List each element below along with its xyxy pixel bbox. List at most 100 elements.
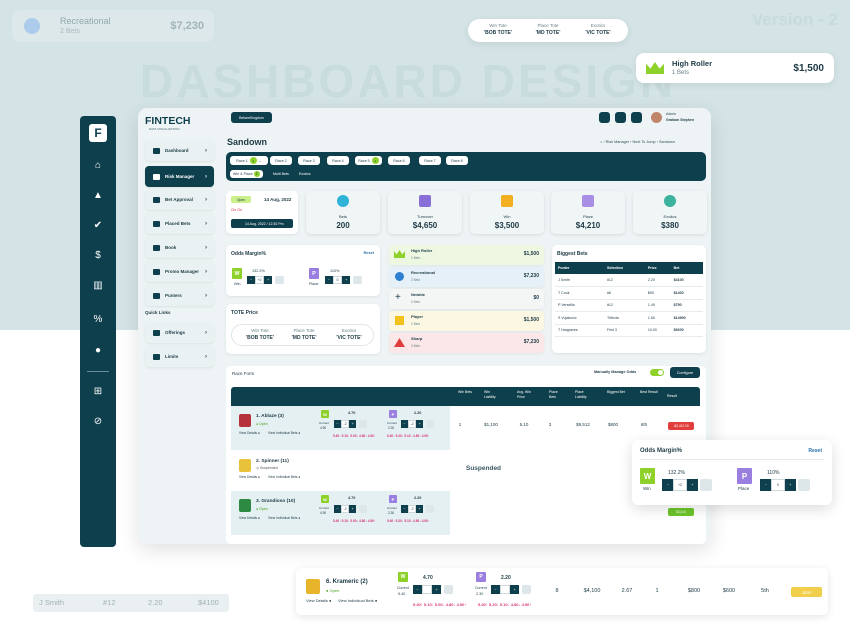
race-datetime-button[interactable]: 14 Aug, 2022 / 12:30 Pm bbox=[231, 219, 293, 228]
place-price-history: 5.40↑ 5.20↓ 5.10↓ 4.80↓ 4.90↑ bbox=[387, 434, 430, 438]
gift-icon[interactable]: ⊞ bbox=[93, 385, 103, 397]
refresh-icon[interactable] bbox=[700, 479, 712, 491]
refresh-icon[interactable] bbox=[798, 479, 810, 491]
tab-race-2[interactable]: Race 2 bbox=[270, 156, 292, 165]
logo-f-icon[interactable]: F bbox=[89, 124, 107, 142]
risk-icon bbox=[153, 173, 160, 180]
nav-risk-manager[interactable]: Risk Manager › bbox=[145, 166, 214, 187]
reset-link[interactable]: Reset bbox=[808, 448, 822, 454]
win-stepper[interactable]: − +2 + bbox=[662, 479, 698, 491]
refresh-icon[interactable] bbox=[426, 420, 434, 428]
table-row[interactable]: J Smith #12 2.20 $4100 bbox=[555, 274, 703, 287]
manual-odds-toggle[interactable] bbox=[650, 369, 664, 376]
breadcrumb-item[interactable]: Next To Jump bbox=[632, 140, 656, 144]
nav-book[interactable]: Book › bbox=[145, 237, 214, 258]
tab-multi-bets[interactable]: Multi Bets bbox=[273, 172, 289, 176]
dollar-icon[interactable]: $ bbox=[95, 249, 101, 261]
avatar[interactable] bbox=[651, 112, 662, 123]
place-stepper[interactable]: − -2 + bbox=[401, 420, 424, 428]
runner-row[interactable]: 3. Grandioso (10) ● Open View Details ● … bbox=[231, 491, 700, 535]
document-icon[interactable] bbox=[631, 112, 642, 123]
win-stepper[interactable]: − +2 + bbox=[247, 276, 273, 284]
bettor-recreational[interactable]: Recreational 2 Bets $7,230 bbox=[389, 267, 544, 287]
table-row[interactable]: P Versellis #12 1.40 $750 bbox=[555, 299, 703, 312]
win-stepper[interactable]: − -2 + bbox=[334, 505, 357, 513]
tab-race-7[interactable]: Race 7 bbox=[419, 156, 441, 165]
location-button[interactable]: BetseeKingdom bbox=[231, 112, 272, 123]
bettor-high-roller[interactable]: High Roller 1 Bets $1,500 bbox=[389, 245, 544, 265]
place-stepper[interactable]: −0 + bbox=[760, 479, 796, 491]
warning-icon[interactable]: ▲ bbox=[93, 189, 103, 201]
table-row[interactable]: S Vujakovic Trifecta 1.60 $14900 bbox=[555, 311, 703, 325]
refresh-icon[interactable] bbox=[444, 585, 453, 594]
runner-name: 3. Grandioso (10) bbox=[256, 499, 296, 504]
tab-race-8[interactable]: Race 8 bbox=[446, 156, 468, 165]
nav-promo-manager[interactable]: Promo Manager › bbox=[145, 261, 214, 282]
gear-icon[interactable] bbox=[615, 112, 626, 123]
configure-button[interactable]: Configure bbox=[670, 367, 700, 378]
nav-dashboard[interactable]: Dashboard › bbox=[145, 140, 214, 161]
user-info[interactable]: Admin Graham Stephen bbox=[666, 112, 694, 122]
view-bets-link[interactable]: View Individual Bets ● bbox=[268, 516, 301, 520]
view-details-link[interactable]: View Details ● bbox=[239, 475, 261, 479]
result-badge: -$2,412.00 bbox=[668, 422, 694, 430]
home-icon[interactable]: ⌂ bbox=[94, 159, 102, 171]
view-bets-link[interactable]: View Individual Bets ● bbox=[268, 431, 301, 435]
refresh-icon[interactable] bbox=[275, 276, 284, 284]
nav-offerings[interactable]: Offerings › bbox=[145, 322, 214, 343]
nav-limits[interactable]: Limits › bbox=[145, 346, 214, 367]
table-row[interactable]: T Cook #6 $90 $1400 bbox=[555, 286, 703, 300]
bell-icon[interactable] bbox=[599, 112, 610, 123]
manual-odds-label: Manually Manage Odds bbox=[594, 370, 637, 374]
table-row[interactable]: T Hargraves First 3 10.00 $9200 bbox=[555, 324, 703, 337]
tab-exotics[interactable]: Exotics bbox=[299, 172, 311, 176]
tab-race-1[interactable]: Race 1 2 ⌄ bbox=[230, 156, 268, 165]
runner-status: ◷ Suspended bbox=[256, 466, 278, 470]
refresh-icon[interactable] bbox=[353, 276, 362, 284]
place-stepper[interactable]: −0 + bbox=[325, 276, 351, 284]
bettor-player[interactable]: Player 1 Bets $1,500 bbox=[389, 311, 544, 331]
refresh-icon[interactable] bbox=[359, 505, 367, 513]
view-details-link[interactable]: View Details ● bbox=[239, 516, 261, 520]
nav-placed-bets[interactable]: Placed Bets › bbox=[145, 213, 214, 234]
runner-row[interactable]: 2. Spinner (11) ◷ Suspended View Details… bbox=[231, 451, 700, 495]
place-stepper[interactable]: − -2 + bbox=[401, 505, 424, 513]
percent-icon[interactable]: % bbox=[93, 313, 103, 325]
view-details-link[interactable]: View Details ● bbox=[239, 431, 261, 435]
user-icon[interactable]: ● bbox=[94, 344, 102, 356]
reset-link[interactable]: Reset bbox=[363, 251, 374, 255]
view-bets-link[interactable]: View Individual Bets ● bbox=[338, 598, 378, 603]
bettor-value: $1,500 bbox=[523, 251, 539, 257]
stat-value: $380 bbox=[661, 221, 679, 230]
tab-race-3[interactable]: Race 3 bbox=[298, 156, 320, 165]
floating-high-roller-card: High Roller 1 Bets $1,500 bbox=[636, 53, 834, 83]
tab-race-6[interactable]: Race 6 bbox=[388, 156, 410, 165]
place-stepper[interactable]: − + bbox=[491, 585, 520, 594]
block-icon[interactable]: ⊘ bbox=[93, 415, 103, 427]
bettor-newbie[interactable]: + Newbie 0 Bets $0 bbox=[389, 289, 544, 309]
refresh-icon[interactable] bbox=[522, 585, 531, 594]
offerings-icon bbox=[153, 329, 160, 336]
win-stepper[interactable]: − + bbox=[413, 585, 442, 594]
win-stepper[interactable]: − -2 + bbox=[334, 420, 357, 428]
check-icon[interactable]: ✔ bbox=[93, 219, 103, 231]
circle-icon bbox=[24, 18, 40, 34]
runner-row[interactable]: 1. Ablaze (3) ● Open View Details ● View… bbox=[231, 406, 700, 450]
floating-runner-row[interactable]: 6. Krameric (2) ● Open View Details ● Vi… bbox=[296, 568, 828, 615]
refresh-icon[interactable] bbox=[426, 505, 434, 513]
current-value: 2.30 bbox=[388, 511, 395, 515]
tab-race-4[interactable]: Race 4 bbox=[327, 156, 349, 165]
nav-bet-approval[interactable]: Bet Approval › bbox=[145, 189, 214, 210]
view-details-link[interactable]: View Details ● bbox=[306, 598, 332, 603]
trophy-icon bbox=[501, 195, 513, 207]
tab-win-place[interactable]: Win & Place 2 bbox=[230, 170, 263, 178]
stat-label: Win bbox=[503, 214, 511, 219]
breadcrumb-item[interactable]: Sandown bbox=[659, 140, 675, 144]
bettor-sharp[interactable]: Sharp 2 Bets $7,230 bbox=[389, 333, 544, 353]
nav-punters[interactable]: Punters › bbox=[145, 285, 214, 306]
breadcrumb-item[interactable]: Risk Manager bbox=[605, 140, 630, 144]
view-bets-link[interactable]: View Individual Bets ● bbox=[268, 475, 301, 479]
bank-icon[interactable]: ▥ bbox=[93, 279, 103, 291]
refresh-icon[interactable] bbox=[359, 420, 367, 428]
